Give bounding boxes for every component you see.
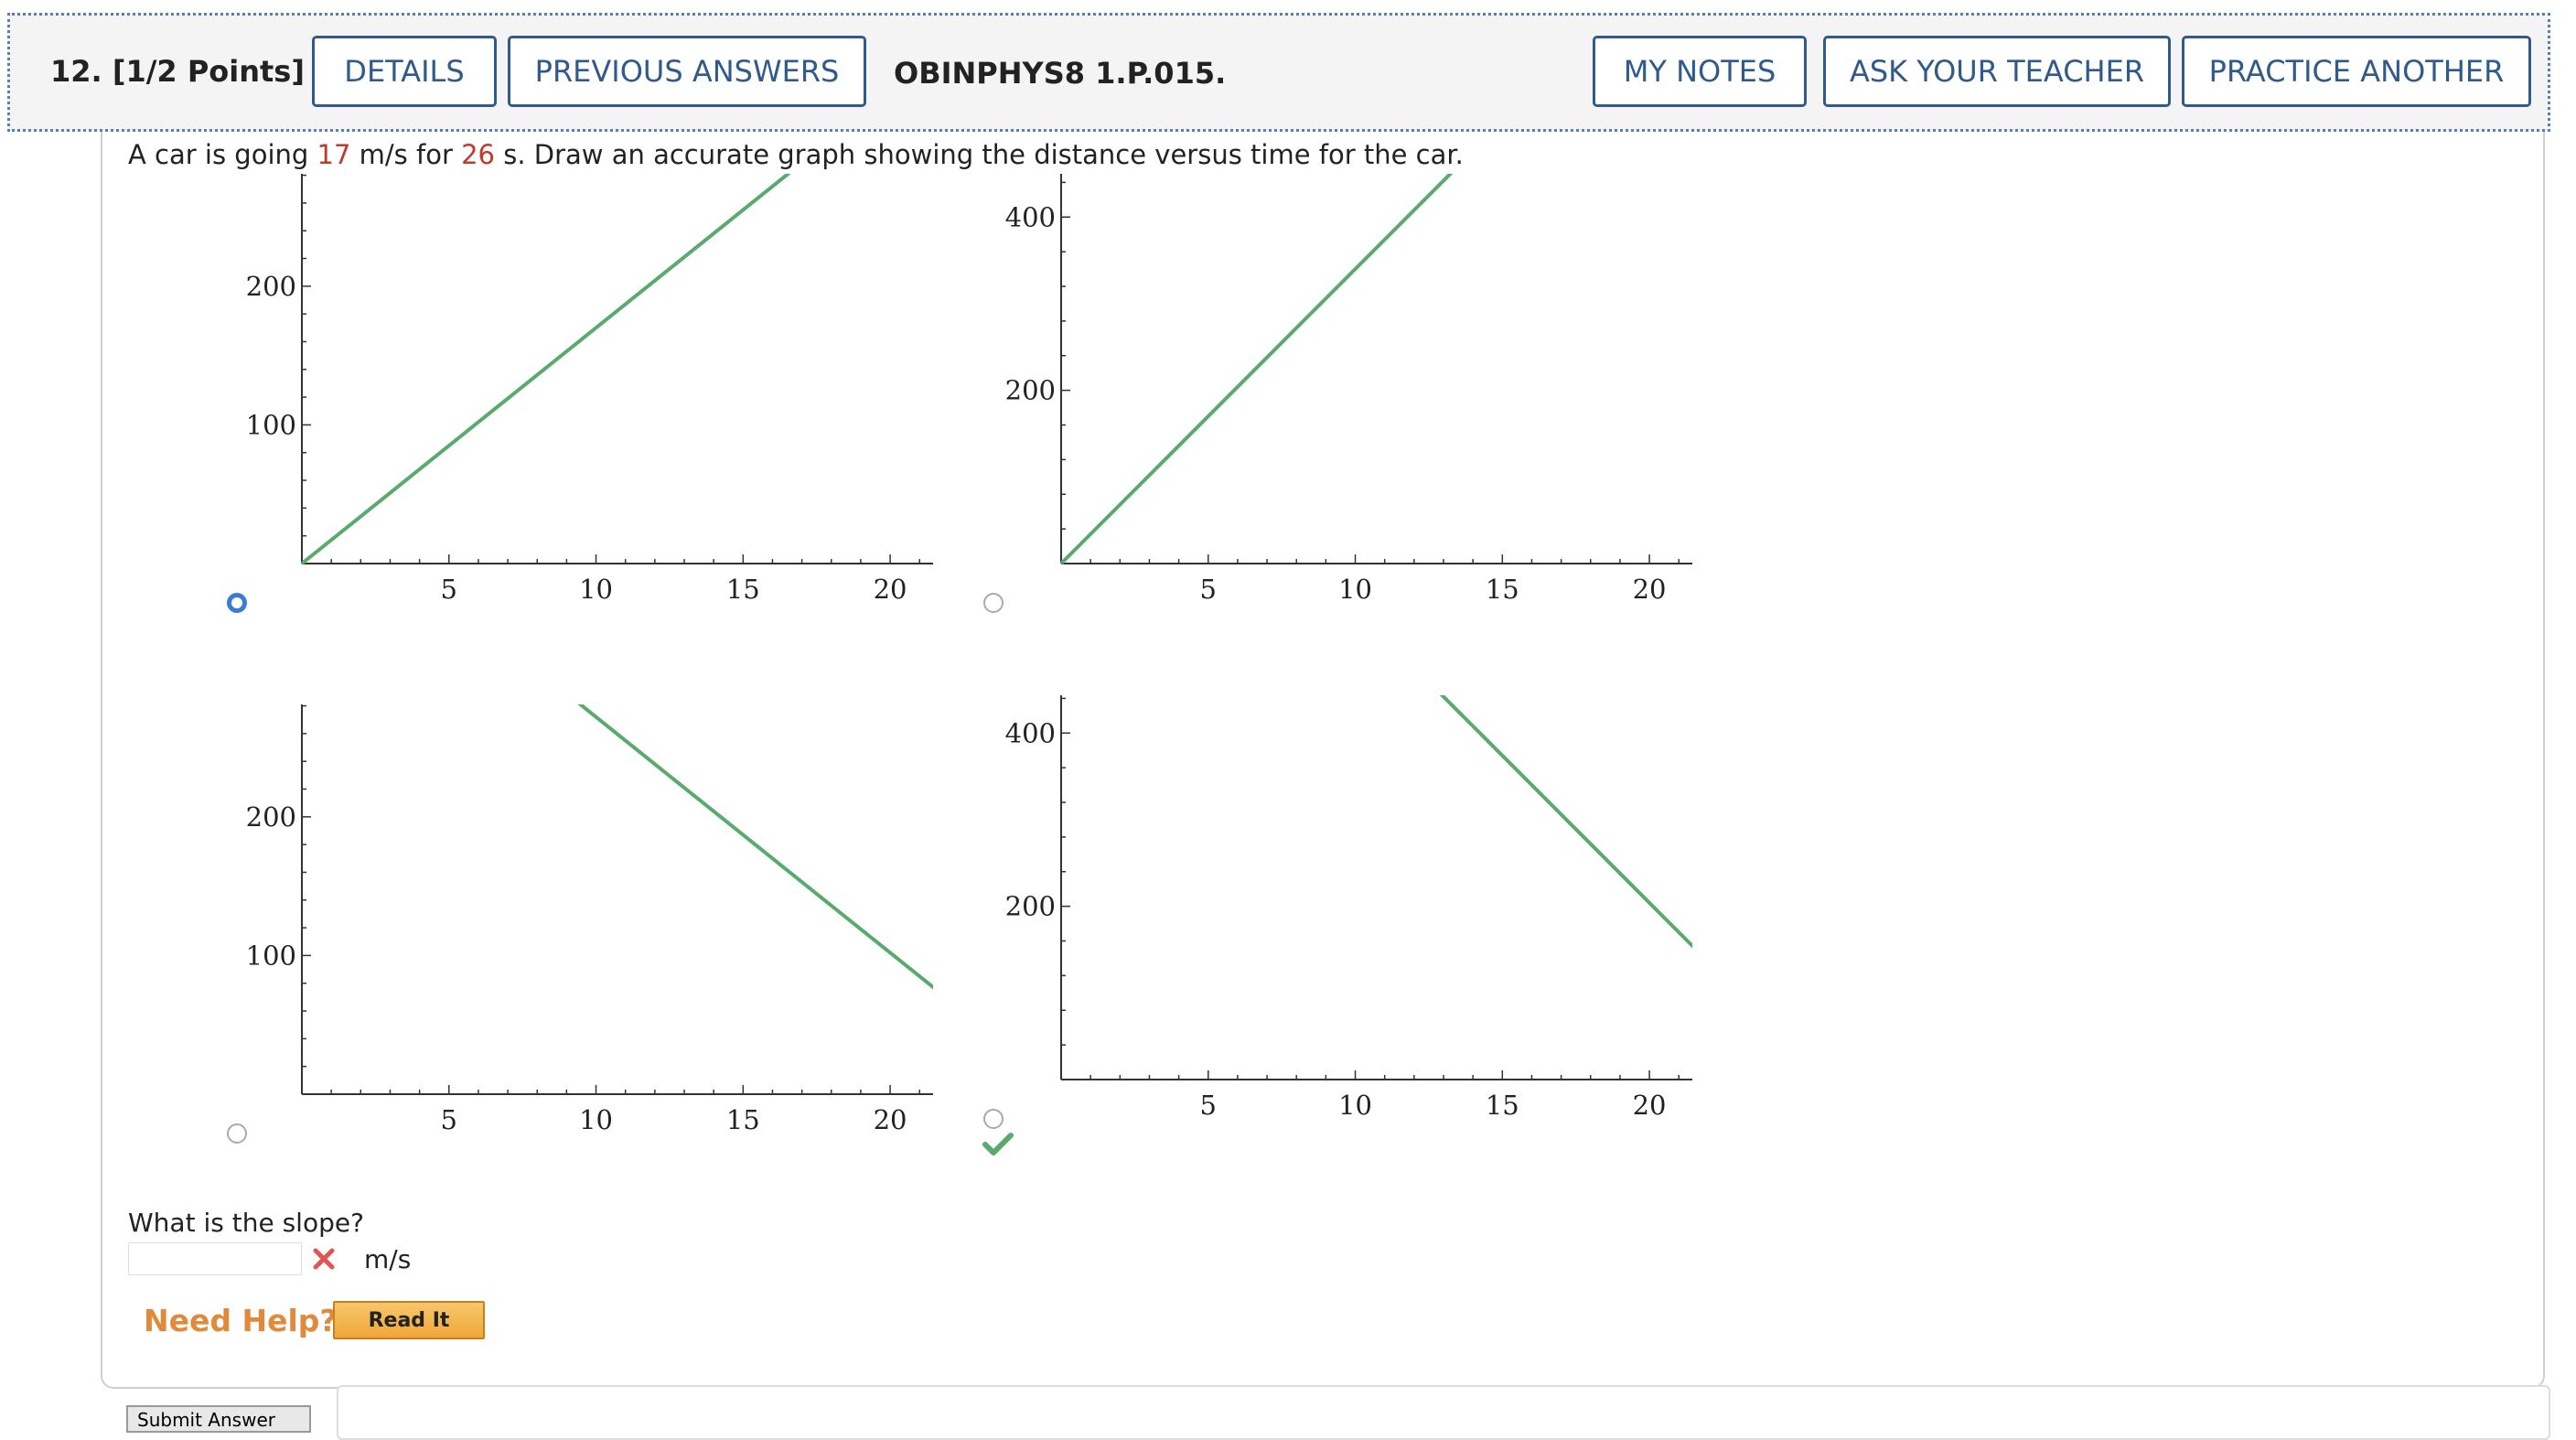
- ask-your-teacher-button[interactable]: ASK YOUR TEACHER: [1823, 36, 2171, 107]
- graph-option-c: 510152025100200300400t (s)d (m): [246, 704, 933, 1135]
- practice-another-button[interactable]: PRACTICE ANOTHER: [2182, 36, 2531, 107]
- x-tick-label: 5: [1200, 574, 1217, 605]
- x-tick-label: 10: [579, 574, 613, 605]
- y-tick-label: 400: [1005, 717, 1056, 748]
- x-tick-label: 5: [441, 574, 457, 605]
- x-tick-label: 20: [874, 574, 907, 605]
- my-notes-button[interactable]: MY NOTES: [1593, 36, 1807, 107]
- graph-option-a: 510152025100200300400t (s)d (m): [246, 174, 933, 605]
- y-tick-label: 100: [246, 409, 296, 440]
- response-area: [337, 1385, 2550, 1440]
- series-line: [1439, 695, 1692, 949]
- need-help-label: Need Help?: [144, 1303, 338, 1338]
- option-a-radio[interactable]: [227, 593, 247, 613]
- x-tick-label: 15: [726, 574, 760, 605]
- previous-answers-button[interactable]: PREVIOUS ANSWERS: [508, 36, 866, 107]
- slope-unit: m/s: [364, 1244, 412, 1274]
- series-line: [1059, 174, 1454, 565]
- y-tick-label: 200: [246, 801, 296, 833]
- y-tick-label: 100: [246, 940, 296, 971]
- x-tick-label: 10: [1338, 1090, 1372, 1121]
- series-line: [577, 704, 933, 990]
- speed-value: 17: [317, 139, 351, 170]
- x-tick-label: 10: [579, 1104, 613, 1135]
- option-d-radio[interactable]: [983, 1109, 1004, 1129]
- x-tick-label: 15: [726, 1104, 760, 1135]
- correct-check-icon: [982, 1133, 1014, 1155]
- x-tick-label: 15: [1486, 574, 1519, 605]
- x-tick-label: 20: [1633, 574, 1667, 605]
- y-tick-label: 200: [1005, 375, 1056, 406]
- x-tick-label: 5: [1200, 1090, 1217, 1121]
- graph-option-d: 510152025200400600800t (s)d (m): [1005, 695, 1692, 1121]
- slope-input[interactable]: [128, 1242, 302, 1275]
- x-tick-label: 20: [874, 1104, 907, 1135]
- y-tick-label: 200: [1005, 891, 1056, 922]
- question-text: A car is going 17 m/s for 26 s. Draw an …: [128, 139, 1464, 170]
- question-code: OBINPHYS8 1.P.015.: [894, 56, 1227, 91]
- details-button[interactable]: DETAILS: [312, 36, 497, 107]
- slope-question-label: What is the slope?: [128, 1208, 364, 1238]
- question-number: 12. [1/2 Points]: [50, 54, 305, 89]
- y-tick-label: 400: [1005, 201, 1056, 232]
- submit-answer-button[interactable]: Submit Answer: [126, 1405, 311, 1433]
- question-header: 12. [1/2 Points] DETAILS PREVIOUS ANSWER…: [7, 13, 2550, 132]
- x-tick-label: 20: [1633, 1090, 1667, 1121]
- option-b-radio[interactable]: [983, 593, 1004, 613]
- incorrect-x-icon: [313, 1248, 335, 1270]
- time-value: 26: [461, 139, 495, 170]
- x-tick-label: 15: [1486, 1090, 1519, 1121]
- series-line: [300, 174, 791, 565]
- option-c-radio[interactable]: [227, 1123, 247, 1144]
- x-tick-label: 10: [1338, 574, 1372, 605]
- x-tick-label: 5: [441, 1104, 457, 1135]
- y-tick-label: 200: [246, 271, 296, 302]
- read-it-button[interactable]: Read It: [333, 1301, 485, 1339]
- graph-option-b: 510152025200400600800t (s)d (m): [1005, 174, 1692, 605]
